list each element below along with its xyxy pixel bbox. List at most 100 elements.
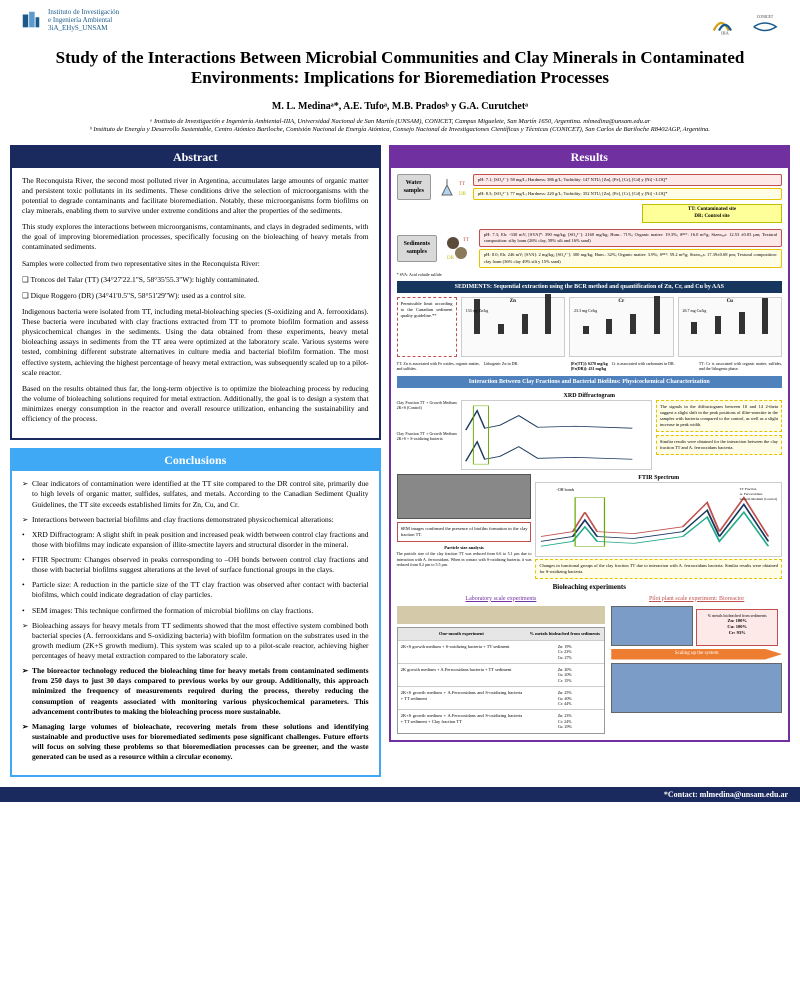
sediment-row: Sediments samples TT DR pH: 7.3; Eh: -330… <box>397 229 782 267</box>
conclusion-item: SEM images: This technique confirmed the… <box>22 606 369 616</box>
pilot-results-vals: Zn: 100% Cu: 100% Cr: 93% <box>700 618 774 636</box>
svg-text:TT: TT <box>463 238 469 243</box>
conclusion-item: Particle size: A reduction in the partic… <box>22 580 369 600</box>
site-legend: TT: Contaminated site DR: Control site <box>642 204 782 224</box>
xrd-label-0: Clay Fraction TT + Growth Medium 2K+S (C… <box>397 400 457 411</box>
sed-dr-box: pH: 8.0; Eh: 246 mV; [SVA]: 2 mg/kg; [SO… <box>479 249 782 267</box>
xrd-note-1: The signals in the diffractogram between… <box>656 400 782 432</box>
scaleup-arrow: Scaling up the system <box>611 649 782 660</box>
bcr-charts: Permissible limit according to the Canad… <box>397 297 782 357</box>
conclusions-body: Clear indicators of contamination were i… <box>12 471 379 775</box>
abstract-body: The Reconquista River, the second most p… <box>12 168 379 439</box>
chart-note-0: TT: Zn is associated with Fe oxides, org… <box>397 361 480 372</box>
authors: M. L. Medinaᵃ*, A.E. Tufoᵃ, M.B. Pradosᵇ… <box>30 101 770 112</box>
results-body: Water samples TT DR pH: 7.1; [SO₄²⁻]: 58 … <box>391 168 788 740</box>
conclusion-item: Bioleaching assays for heavy metals from… <box>22 621 369 662</box>
ftir-oh-label: -OH bonds <box>556 487 574 492</box>
bioleach-row: Laboratory scale experiments One-month e… <box>397 595 782 734</box>
water-dr-box: pH: 8.3; [SO₄²⁻]: 77 mg/L; Hardness: 220… <box>473 188 782 200</box>
chart-note-3: TT: Cr is associated with organic matter… <box>699 361 782 372</box>
bcr-chart-Zn: Zn133 mg Zn/kg <box>461 297 565 357</box>
svg-text:DR: DR <box>447 256 455 261</box>
sva-note: * SVA: Acid volatile sulfide <box>397 272 782 277</box>
xrd-title: XRD Diffractogram <box>397 392 782 400</box>
conclusion-item: The bioreactor technology reduced the bi… <box>22 666 369 717</box>
logo-left-line2: e Ingeniería Ambiental <box>48 16 119 24</box>
iiia-icon: IIIA <box>710 8 740 38</box>
footer: *Contact: mlmedina@unsam.edu.ar <box>0 787 800 802</box>
water-tt-box: pH: 7.1; [SO₄²⁻]: 58 mg/L; Hardness: 386… <box>473 174 782 186</box>
sem-note: SEM images confirmed the presence of bio… <box>397 522 532 542</box>
lab-title: Laboratory scale experiments <box>397 595 606 603</box>
chart-note-1: Lithogenic Zn in DR. <box>484 361 567 372</box>
conclusion-item: Interactions between bacterial biofilms … <box>22 515 369 525</box>
pilot-title: Pilot plant scale experiment: Bioreactor <box>611 595 782 603</box>
chart-note-2: Cr is associated with carbonates in DR. <box>612 361 695 372</box>
lab-h1: One-month experiment <box>398 628 526 640</box>
flask-icon: TT DR <box>437 177 467 197</box>
abstract-p5: Based on the results obtained thus far, … <box>22 384 369 425</box>
ftir-row: SEM images confirmed the presence of bio… <box>397 474 782 579</box>
results-header: Results <box>391 147 788 168</box>
abstract-panel: Abstract The Reconquista River, the seco… <box>10 145 381 441</box>
header: Instituto de Investigación e Ingeniería … <box>0 0 800 42</box>
lab-photo <box>397 606 606 624</box>
water-row: Water samples TT DR pH: 7.1; [SO₄²⁻]: 58 … <box>397 174 782 200</box>
conclusions-panel: Conclusions Clear indicators of contamin… <box>10 448 381 777</box>
bioleach-title: Bioleaching experiments <box>397 583 782 592</box>
abstract-p4: Indigenous bacteria were isolated from T… <box>22 307 369 378</box>
left-column: Abstract The Reconquista River, the seco… <box>10 145 381 778</box>
logo-left-line1: Instituto de Investigación <box>48 8 119 16</box>
interaction-title: Interaction Between Clay Fractions and B… <box>397 376 782 388</box>
svg-text:CONICET: CONICET <box>757 15 774 19</box>
svg-text:TT: TT <box>459 182 465 187</box>
sed-tt-box: pH: 7.3; Eh: -330 mV; [SVA]*: 390 mg/kg;… <box>479 229 782 247</box>
particle-note: The particle size of the clay fraction T… <box>397 551 532 567</box>
bcr-chart-Cr: Cr23.3 mg Cr/kg <box>569 297 673 357</box>
pilot-img-1 <box>611 606 693 646</box>
poster-title: Study of the Interactions Between Microb… <box>30 48 770 89</box>
permissible-note: Permissible limit according to the Canad… <box>397 297 457 357</box>
conclusion-item: FTIR Spectrum: Changes observed in peaks… <box>22 555 369 575</box>
water-label: Water samples <box>397 174 431 200</box>
logo-right: IIIA CONICET <box>710 8 780 38</box>
svg-text:DR: DR <box>459 192 467 197</box>
abstract-p1: The Reconquista River, the second most p… <box>22 176 369 217</box>
xrd-row: Clay Fraction TT + Growth Medium 2K+S (C… <box>397 400 782 470</box>
conclusion-item: XRD Diffractogram: A slight shift in pea… <box>22 530 369 550</box>
columns: Abstract The Reconquista River, the seco… <box>0 145 800 788</box>
sediments-section-title: SEDIMENTS: Sequential extraction using t… <box>397 281 782 293</box>
lab-table-row: 2K+S growth medium + A.Ferrooxidans and … <box>398 687 605 710</box>
title-block: Study of the Interactions Between Microb… <box>0 42 800 145</box>
poster: Instituto de Investigación e Ingeniería … <box>0 0 800 802</box>
pilot-img-2 <box>611 663 782 713</box>
conclusion-item: Managing large volumes of bioleachate, r… <box>22 722 369 763</box>
abstract-header: Abstract <box>12 147 379 168</box>
conclusions-header: Conclusions <box>12 450 379 471</box>
logo-left-line3: 3iA_EHyS_UNSAM <box>48 24 119 32</box>
sed-label: Sediments samples <box>397 235 437 261</box>
abstract-site2: Dique Roggero (DR) (34°41'0.5"S, 58°51'2… <box>22 291 369 301</box>
right-column: Results Water samples TT DR pH: 7.1; [SO₄… <box>389 145 790 778</box>
results-panel: Results Water samples TT DR pH: 7.1; [SO₄… <box>389 145 790 742</box>
affiliations: ᵃ Instituto de Investigación e Ingenierí… <box>30 118 770 135</box>
sediment-icon: TT DR <box>443 233 473 263</box>
lab-table-row: 2K+S growth medium + A.Ferrooxidans and … <box>398 710 605 732</box>
bcr-chart-Cu: Cu26.7 mg Cu/kg <box>678 297 782 357</box>
pilot-images: % metals bioleached from sediments Zn: 1… <box>611 606 782 646</box>
conclusion-item: Clear indicators of contamination were i… <box>22 479 369 509</box>
chart-metals: [Fe(TT)]: 6270 mg/kg [Fe(DR)]: 431 mg/kg <box>571 361 608 372</box>
lab-h2: % metals bioleached from sediments <box>525 628 604 640</box>
xrd-label-1: Clay Fraction TT + Growth Medium 2K+S + … <box>397 431 457 442</box>
ftir-note: Changes in functional groups of the clay… <box>535 559 782 579</box>
xrd-note-2: Similar results were obtained for the in… <box>656 435 782 455</box>
svg-text:IIIA: IIIA <box>721 30 729 35</box>
abstract-p2: This study explores the interactions bet… <box>22 222 369 252</box>
building-icon <box>20 9 42 31</box>
ftir-title: FTIR Spectrum <box>535 474 782 482</box>
lab-table-row: 2K+S growth medium + S-oxidizing bacteri… <box>398 641 605 664</box>
sem-image <box>397 474 532 519</box>
conclusions-list: Clear indicators of contamination were i… <box>22 479 369 762</box>
conicet-icon: CONICET <box>750 8 780 38</box>
abstract-site1: Troncos del Talar (TT) (34°27'22.1"S, 58… <box>22 275 369 285</box>
